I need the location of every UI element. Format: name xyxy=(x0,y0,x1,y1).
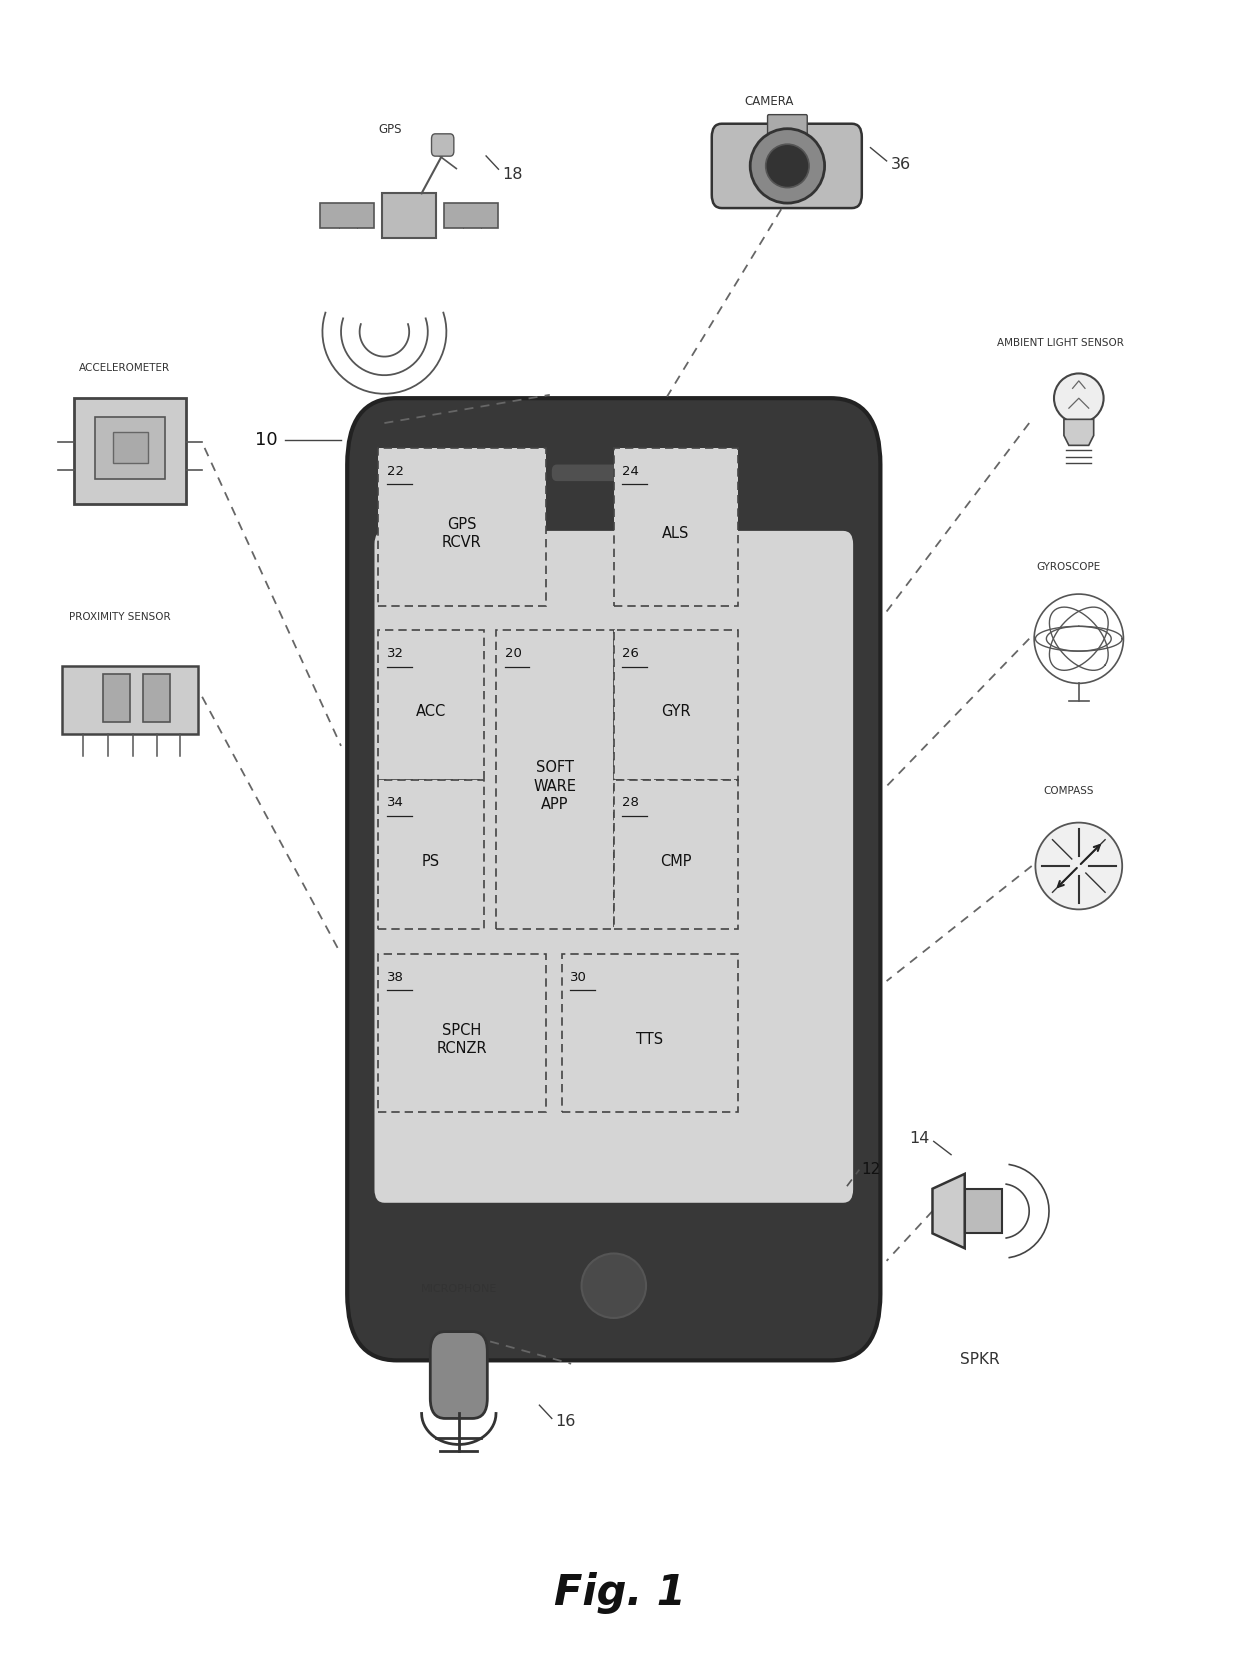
Text: PROXIMITY SENSOR: PROXIMITY SENSOR xyxy=(69,612,171,622)
FancyBboxPatch shape xyxy=(378,780,484,929)
Text: 34: 34 xyxy=(387,796,404,810)
Text: 12: 12 xyxy=(862,1161,882,1178)
Text: 26: 26 xyxy=(622,647,640,660)
Text: SPCH
RCNZR: SPCH RCNZR xyxy=(436,1022,487,1057)
FancyBboxPatch shape xyxy=(614,780,738,929)
Text: 22: 22 xyxy=(387,465,404,478)
FancyBboxPatch shape xyxy=(103,675,130,722)
Text: ALS: ALS xyxy=(662,526,689,541)
FancyBboxPatch shape xyxy=(382,194,436,237)
Text: PS: PS xyxy=(422,853,440,869)
Text: CAMERA: CAMERA xyxy=(744,95,794,108)
Ellipse shape xyxy=(1035,823,1122,909)
FancyBboxPatch shape xyxy=(113,431,148,463)
Text: GYROSCOPE: GYROSCOPE xyxy=(1037,562,1101,572)
Text: 30: 30 xyxy=(570,971,588,984)
Text: 14: 14 xyxy=(910,1130,930,1146)
Text: SOFT
WARE
APP: SOFT WARE APP xyxy=(533,760,577,813)
Text: ACC: ACC xyxy=(415,703,446,720)
FancyBboxPatch shape xyxy=(444,204,498,227)
FancyBboxPatch shape xyxy=(614,630,738,780)
Text: 38: 38 xyxy=(387,971,404,984)
Text: 28: 28 xyxy=(622,796,640,810)
FancyBboxPatch shape xyxy=(552,465,676,481)
Text: GYR: GYR xyxy=(661,703,691,720)
Text: ACCELEROMETER: ACCELEROMETER xyxy=(78,363,170,373)
FancyBboxPatch shape xyxy=(62,665,198,733)
Text: 32: 32 xyxy=(387,647,404,660)
Text: 36: 36 xyxy=(890,156,910,173)
Text: AMBIENT LIGHT SENSOR: AMBIENT LIGHT SENSOR xyxy=(997,338,1123,348)
FancyBboxPatch shape xyxy=(74,398,186,504)
Text: CMP: CMP xyxy=(660,853,692,869)
Ellipse shape xyxy=(750,129,825,202)
FancyBboxPatch shape xyxy=(496,630,614,929)
Polygon shape xyxy=(932,1175,965,1248)
Text: COMPASS: COMPASS xyxy=(1044,786,1094,796)
Text: GPS
RCVR: GPS RCVR xyxy=(441,516,482,551)
Ellipse shape xyxy=(765,144,808,187)
Text: GPS: GPS xyxy=(379,123,402,136)
Ellipse shape xyxy=(1054,373,1104,423)
FancyBboxPatch shape xyxy=(378,448,546,606)
FancyBboxPatch shape xyxy=(430,1332,487,1418)
Text: SPKR: SPKR xyxy=(960,1352,999,1367)
Text: TTS: TTS xyxy=(636,1032,663,1047)
Text: 24: 24 xyxy=(622,465,640,478)
FancyBboxPatch shape xyxy=(768,114,807,136)
FancyBboxPatch shape xyxy=(374,531,853,1203)
Polygon shape xyxy=(1064,420,1094,445)
FancyBboxPatch shape xyxy=(143,675,170,722)
FancyBboxPatch shape xyxy=(95,416,165,479)
FancyBboxPatch shape xyxy=(378,954,546,1112)
Text: 20: 20 xyxy=(505,647,522,660)
FancyBboxPatch shape xyxy=(320,204,374,227)
Text: Fig. 1: Fig. 1 xyxy=(554,1571,686,1614)
FancyBboxPatch shape xyxy=(562,954,738,1112)
FancyBboxPatch shape xyxy=(432,134,454,156)
FancyBboxPatch shape xyxy=(614,448,738,606)
Ellipse shape xyxy=(582,1254,646,1317)
Text: MICROPHONE: MICROPHONE xyxy=(420,1284,497,1294)
Text: 10: 10 xyxy=(255,431,278,448)
Text: 16: 16 xyxy=(556,1413,575,1430)
FancyBboxPatch shape xyxy=(347,398,880,1360)
FancyBboxPatch shape xyxy=(378,630,484,780)
FancyBboxPatch shape xyxy=(712,124,862,207)
Text: 18: 18 xyxy=(502,166,523,182)
FancyBboxPatch shape xyxy=(965,1190,1002,1233)
